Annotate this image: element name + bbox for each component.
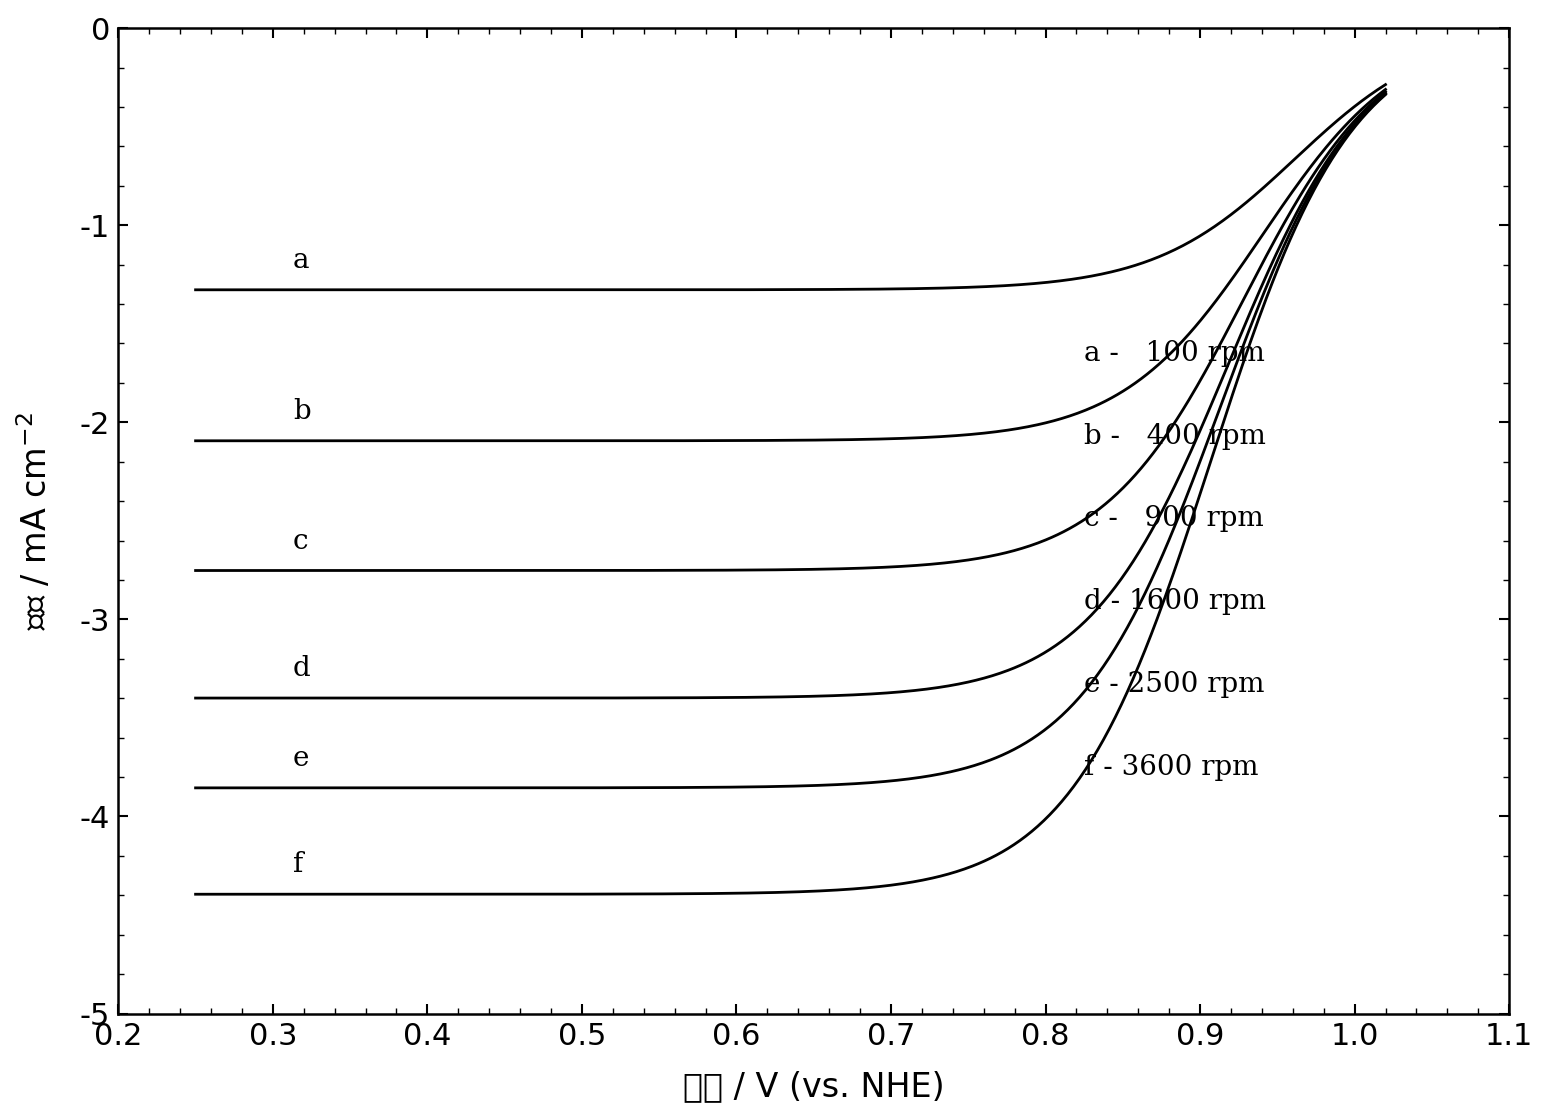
X-axis label: 电位 / V (vs. NHE): 电位 / V (vs. NHE)	[684, 1071, 944, 1103]
Text: a -   100 rpm: a - 100 rpm	[1083, 339, 1265, 367]
Text: d - 1600 rpm: d - 1600 rpm	[1083, 588, 1266, 615]
Text: f - 3600 rpm: f - 3600 rpm	[1083, 754, 1259, 781]
Text: b: b	[293, 398, 310, 424]
Text: c: c	[293, 528, 308, 554]
Text: b -   400 rpm: b - 400 rpm	[1083, 422, 1266, 449]
Text: a: a	[293, 248, 310, 274]
Text: d: d	[293, 655, 310, 682]
Text: e: e	[293, 745, 310, 772]
Text: f: f	[293, 851, 304, 878]
Text: c -   900 rpm: c - 900 rpm	[1083, 505, 1263, 532]
Y-axis label: 电流 / mA cm$^{-2}$: 电流 / mA cm$^{-2}$	[17, 412, 54, 629]
Text: e - 2500 rpm: e - 2500 rpm	[1083, 671, 1265, 698]
